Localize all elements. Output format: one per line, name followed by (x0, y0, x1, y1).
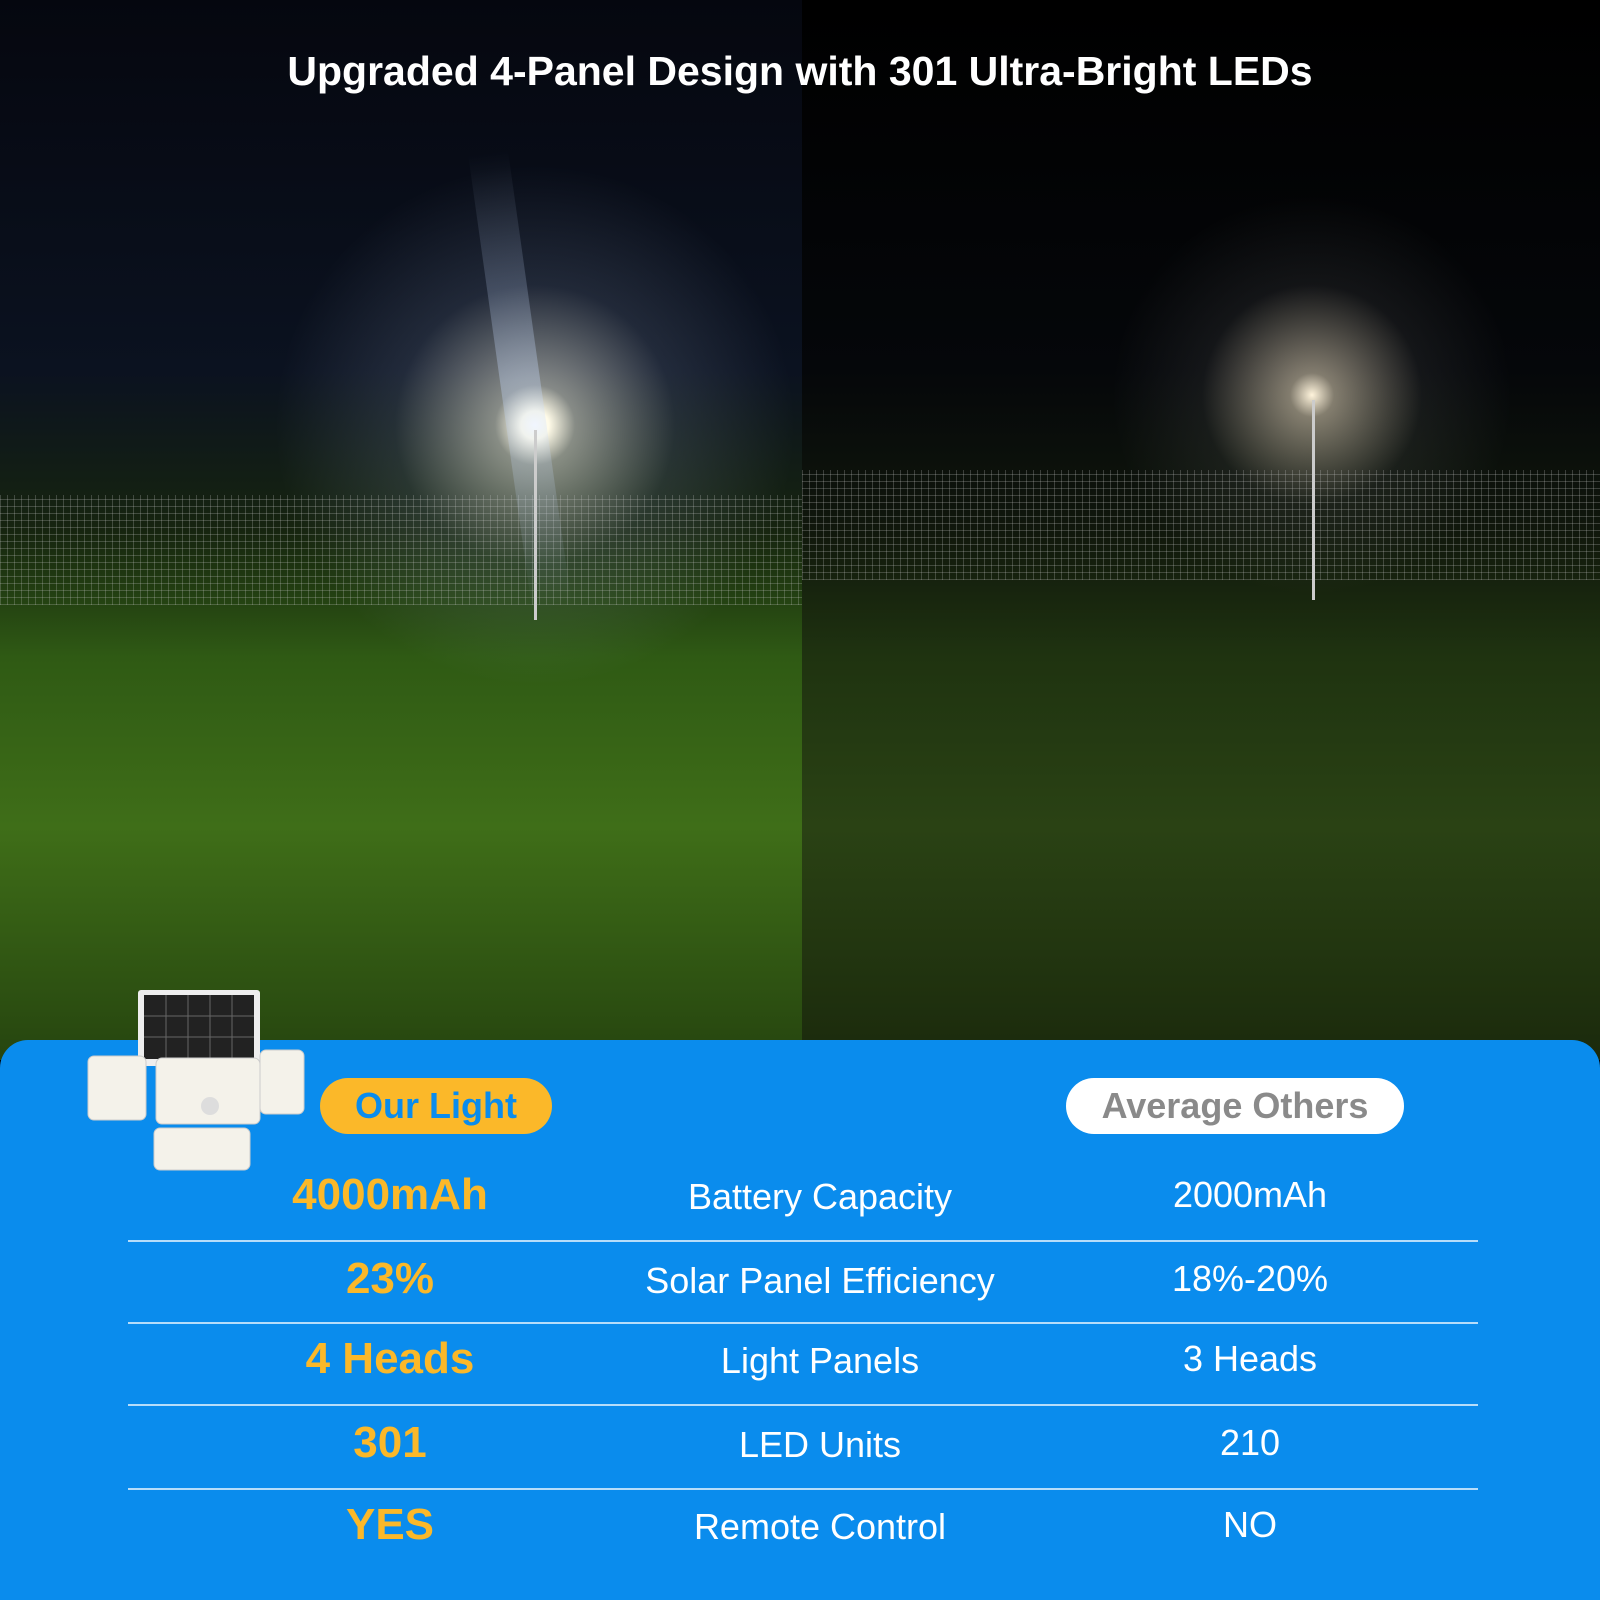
photo-our-light-scene (0, 0, 802, 1060)
comparison-row: 23% Solar Panel Efficiency 18%-20% (0, 1254, 1600, 1334)
comparison-row: YES Remote Control NO (0, 1500, 1600, 1580)
light-pole (1312, 400, 1315, 600)
row-divider (128, 1240, 1478, 1242)
feature-label: LED Units (738, 1424, 902, 1465)
our-value: 4 Heads (305, 1334, 475, 1383)
others-value: NO (1223, 1504, 1277, 1545)
comparison-photo (0, 0, 1600, 1060)
row-divider (128, 1404, 1478, 1406)
badge-average-others: Average Others (1066, 1078, 1404, 1134)
feature-label: Light Panels (720, 1340, 920, 1381)
comparison-row: 301 LED Units 210 (0, 1418, 1600, 1498)
our-value: YES (345, 1500, 435, 1549)
our-value: 4000mAh (292, 1170, 488, 1219)
badge-our-light: Our Light (320, 1078, 552, 1134)
light-pole (534, 430, 537, 620)
fence (802, 470, 1600, 580)
fence (0, 495, 802, 605)
feature-label: Battery Capacity (687, 1176, 953, 1217)
row-divider (128, 1322, 1478, 1324)
others-value: 210 (1219, 1422, 1281, 1463)
others-value: 3 Heads (1182, 1338, 1318, 1379)
feature-label: Remote Control (693, 1506, 947, 1547)
solar-light-product-icon (87, 990, 305, 1171)
headline: Upgraded 4-Panel Design with 301 Ultra-B… (287, 48, 1313, 94)
others-value: 2000mAh (1172, 1174, 1328, 1215)
others-value: 18%-20% (1171, 1258, 1329, 1299)
our-value: 301 (353, 1418, 427, 1467)
photo-average-light-scene (802, 0, 1600, 1060)
comparison-row: 4000mAh Battery Capacity 2000mAh (0, 1170, 1600, 1250)
comparison-row: 4 Heads Light Panels 3 Heads (0, 1334, 1600, 1414)
feature-label: Solar Panel Efficiency (645, 1260, 995, 1301)
our-value: 23% (345, 1254, 435, 1303)
row-divider (128, 1488, 1478, 1490)
